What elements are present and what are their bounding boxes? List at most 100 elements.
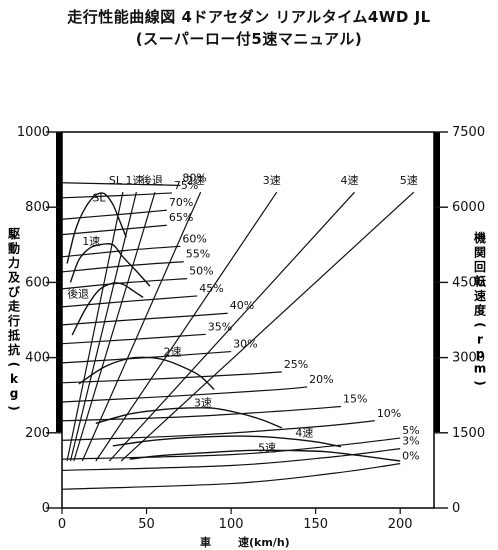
engine-speed-label: 後退	[141, 173, 163, 187]
x-tick-label: 0	[58, 517, 66, 532]
chart-title: 走行性能曲線図 4ドアセダン リアルタイム4WD JL	[67, 8, 431, 26]
resistance-label: 3%	[402, 435, 419, 448]
x-tick-label: 150	[303, 517, 328, 532]
engine-speed-line	[66, 192, 124, 462]
driving-force-label: SL	[92, 192, 106, 205]
svg-text:抵: 抵	[8, 328, 20, 343]
resistance-curve	[61, 463, 401, 490]
resistance-label: 55%	[186, 248, 210, 261]
y-tick-label: 0	[42, 501, 50, 516]
y2-tick-label: 3000	[452, 351, 485, 366]
driving-force-label: 1速	[82, 235, 100, 248]
y2-tick-label: 1500	[452, 426, 485, 441]
engine-speed-line	[81, 191, 202, 462]
svg-text:): )	[7, 405, 21, 410]
resistance-curve	[61, 371, 282, 384]
svg-text:動: 動	[8, 241, 20, 256]
engine-speed-label: 2速	[187, 174, 205, 187]
y-tick-label: 200	[25, 426, 50, 441]
driving-force-curve	[66, 192, 127, 264]
y-tick-label: 600	[25, 275, 50, 290]
x-axis-label: 車	[200, 535, 211, 549]
resistance-label: 60%	[182, 232, 206, 245]
driving-force-label: 後退	[67, 286, 89, 300]
resistance-label: 35%	[208, 320, 232, 333]
driving-force-curve	[129, 449, 401, 462]
driving-force-label: 4速	[295, 427, 313, 440]
resistance-label: 0%	[402, 450, 419, 463]
engine-speed-label: 5速	[400, 174, 418, 187]
y2-tick-label: 6000	[452, 200, 485, 215]
svg-text:回: 回	[474, 260, 486, 274]
y2-tick-label: 0	[452, 501, 460, 516]
resistance-curve	[61, 386, 308, 403]
engine-speed-line	[73, 191, 156, 462]
svg-text:度: 度	[474, 303, 487, 318]
resistance-curve	[61, 312, 228, 326]
resistance-curve	[61, 420, 375, 441]
driving-force-label: 5速	[258, 442, 276, 455]
driving-force-curve	[112, 435, 342, 448]
svg-text:機: 機	[474, 230, 486, 245]
resistance-curve	[61, 333, 206, 345]
resistance-curve	[61, 224, 167, 236]
y2-tick-label: 4500	[452, 275, 485, 290]
y-tick-label: 400	[25, 351, 50, 366]
resistance-curve	[61, 447, 401, 471]
svg-text:抗: 抗	[8, 342, 20, 357]
svg-text:(: (	[473, 322, 487, 327]
resistance-label: 10%	[377, 407, 401, 420]
driving-force-curve	[95, 407, 283, 429]
svg-text:p: p	[476, 347, 485, 361]
x-axis-label-unit: 速(km/h)	[238, 535, 290, 549]
svg-text:行: 行	[7, 313, 20, 328]
engine-speed-label: 4速	[341, 174, 359, 187]
svg-text:r: r	[477, 333, 483, 347]
x-tick-label: 50	[138, 517, 155, 532]
svg-text:駆: 駆	[8, 226, 20, 241]
svg-text:g: g	[10, 387, 19, 401]
svg-text:力: 力	[8, 255, 20, 270]
resistance-curve	[61, 437, 401, 460]
engine-speed-label: 3速	[263, 174, 281, 187]
resistance-curve	[61, 209, 167, 220]
driving-force-curve	[69, 243, 151, 287]
resistance-label: 65%	[169, 211, 193, 224]
svg-text:及: 及	[8, 271, 21, 285]
engine-speed-label: SL 1速	[109, 174, 144, 187]
svg-text:走: 走	[8, 299, 20, 314]
driving-force-curve	[78, 356, 215, 391]
resistance-label: 20%	[309, 373, 333, 386]
driving-force-curve	[71, 282, 144, 336]
svg-text:び: び	[8, 284, 21, 299]
resistance-curve	[61, 278, 188, 290]
svg-text:速: 速	[474, 288, 486, 303]
resistance-label: 5%	[402, 424, 419, 437]
resistance-label: 75%	[174, 179, 198, 192]
resistance-curve	[61, 245, 181, 258]
resistance-curve	[61, 295, 198, 308]
svg-text:): )	[473, 380, 487, 385]
resistance-label: 15%	[343, 392, 367, 405]
svg-text:転: 転	[474, 274, 486, 289]
svg-text:関: 関	[474, 246, 486, 260]
engine-speed-line	[95, 191, 278, 462]
svg-text:m: m	[474, 362, 487, 376]
resistance-label: 25%	[284, 358, 308, 371]
x-tick-label: 200	[388, 517, 413, 532]
resistance-label: 70%	[169, 196, 193, 209]
resistance-label: 50%	[189, 265, 213, 278]
y2-tick-label: 7500	[452, 125, 485, 140]
driving-force-label: 3速	[194, 396, 212, 409]
x-tick-label: 100	[219, 517, 244, 532]
y-tick-label: 1000	[17, 125, 50, 140]
resistance-label: 80%	[182, 171, 206, 184]
resistance-curve	[61, 261, 184, 273]
driving-force-label: 2速	[163, 346, 181, 359]
resistance-curve	[61, 192, 172, 199]
engine-speed-line	[69, 192, 137, 462]
resistance-curve	[61, 182, 181, 186]
